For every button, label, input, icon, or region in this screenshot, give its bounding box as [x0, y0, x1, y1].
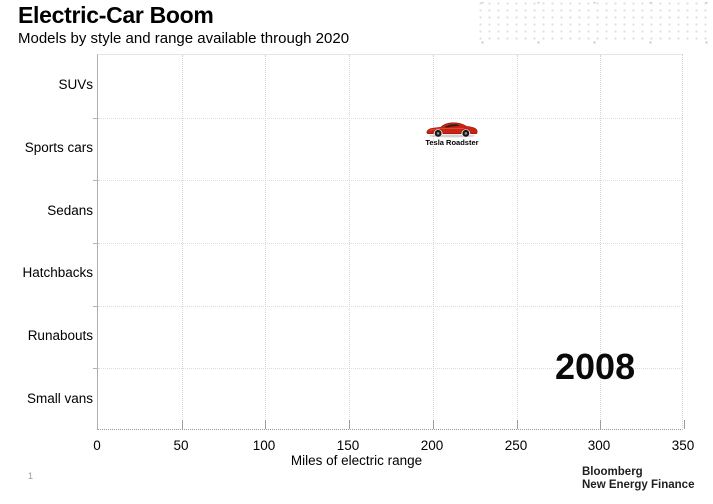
y-category-label: SUVs — [58, 77, 93, 93]
grid-line-vertical — [600, 55, 601, 429]
chart-subtitle: Models by style and range available thro… — [18, 30, 350, 47]
red-sports-car-icon — [426, 122, 478, 138]
page-number: 1 — [28, 471, 34, 481]
grid-line-horizontal — [98, 118, 682, 119]
grid-line-vertical — [182, 55, 183, 429]
x-tick-label: 150 — [336, 438, 360, 453]
y-axis-tick — [93, 180, 98, 181]
plot-area — [93, 54, 685, 430]
x-axis-tick — [182, 420, 183, 429]
y-axis-tick — [93, 306, 98, 307]
x-axis-tick — [433, 420, 434, 429]
x-axis-tick — [517, 420, 518, 429]
y-category-label: Runabouts — [27, 328, 93, 343]
grid-line-horizontal — [98, 306, 682, 307]
y-category-label: Sedans — [47, 202, 93, 218]
x-axis-tick — [349, 420, 350, 429]
x-tick-label: 0 — [93, 438, 101, 453]
x-tick-label: 100 — [252, 438, 276, 453]
grid-line-horizontal — [98, 368, 682, 369]
grid-line-horizontal — [98, 243, 682, 244]
chart-title: Electric-Car Boom — [18, 2, 214, 28]
x-axis-tick — [600, 420, 601, 429]
y-axis-tick — [93, 118, 98, 119]
x-axis-title: Miles of electric range — [290, 453, 423, 468]
x-tick-label: 250 — [504, 438, 528, 453]
x-tick-label: 350 — [671, 438, 695, 453]
grid-line-vertical — [433, 55, 434, 429]
halftone-dot-pattern — [479, 2, 709, 44]
brand-line-2: New Energy Finance — [582, 479, 695, 491]
grid-line-horizontal — [98, 180, 682, 181]
y-category-label: Small vans — [26, 390, 93, 406]
y-category-label: Hatchbacks — [22, 265, 93, 281]
grid-line-vertical — [265, 55, 266, 429]
brand-line-1: Bloomberg — [582, 466, 643, 478]
y-axis-tick — [93, 243, 98, 244]
grid-line-vertical — [517, 55, 518, 429]
x-axis-tick — [684, 420, 685, 429]
x-tick-label: 300 — [587, 438, 611, 453]
grid-line-vertical — [349, 55, 350, 429]
y-axis-tick — [93, 368, 98, 369]
x-tick-label: 50 — [173, 438, 189, 453]
year-label: 2008 — [555, 346, 636, 387]
x-axis-tick — [265, 420, 266, 429]
data-point-tesla-roadster: Tesla Roadster — [402, 120, 502, 148]
data-point-label: Tesla Roadster — [425, 138, 479, 147]
x-tick-label: 200 — [420, 438, 444, 453]
y-category-label: Sports cars — [24, 140, 93, 155]
bloomberg-nef-logo: Bloomberg New Energy Finance — [582, 466, 694, 492]
